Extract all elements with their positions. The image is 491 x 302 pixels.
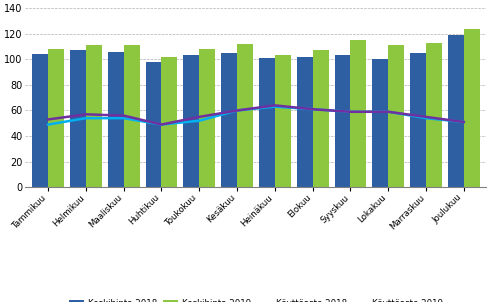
Bar [448,35,464,187]
Käyttöaste 2018 [196,119,202,123]
Käyttöaste 2019 [385,110,391,114]
Bar [86,45,102,187]
Käyttöaste 2019 [423,115,429,119]
Käyttöaste 2019 [310,108,316,111]
Käyttöaste 2018 [83,116,89,120]
Käyttöaste 2018 [348,110,354,114]
Line: Käyttöaste 2019: Käyttöaste 2019 [48,105,464,124]
Käyttöaste 2018 [310,108,316,111]
Bar [259,58,275,187]
Line: Käyttöaste 2018: Käyttöaste 2018 [48,107,464,124]
Käyttöaste 2018 [385,110,391,114]
Käyttöaste 2019 [234,109,240,112]
Bar [313,50,328,187]
Bar [410,53,426,187]
Käyttöaste 2019 [196,115,202,119]
Bar [351,40,366,187]
Bar [32,54,48,187]
Käyttöaste 2019 [348,110,354,114]
Käyttöaste 2018 [121,116,127,120]
Käyttöaste 2018 [234,109,240,112]
Bar [372,59,388,187]
Bar [221,53,237,187]
Bar [146,62,162,187]
Bar [275,56,291,187]
Bar [297,57,313,187]
Käyttöaste 2019 [45,118,51,121]
Bar [70,50,86,187]
Legend: Keskihinta 2018, Keskihinta 2019, Käyttöaste 2018, Käyttöaste 2019: Keskihinta 2018, Keskihinta 2019, Käyttö… [65,295,447,302]
Käyttöaste 2019 [159,123,164,126]
Käyttöaste 2018 [423,116,429,120]
Käyttöaste 2019 [272,104,278,107]
Käyttöaste 2018 [159,123,164,126]
Käyttöaste 2019 [121,114,127,117]
Bar [162,57,177,187]
Bar [48,49,64,187]
Käyttöaste 2018 [272,105,278,108]
Bar [464,29,480,187]
Bar [426,43,442,187]
Bar [237,44,253,187]
Bar [184,56,199,187]
Bar [334,56,351,187]
Bar [108,52,124,187]
Bar [388,45,404,187]
Käyttöaste 2018 [461,120,467,124]
Käyttöaste 2019 [83,113,89,116]
Bar [199,49,215,187]
Käyttöaste 2019 [461,120,467,124]
Käyttöaste 2018 [45,123,51,126]
Bar [124,45,139,187]
